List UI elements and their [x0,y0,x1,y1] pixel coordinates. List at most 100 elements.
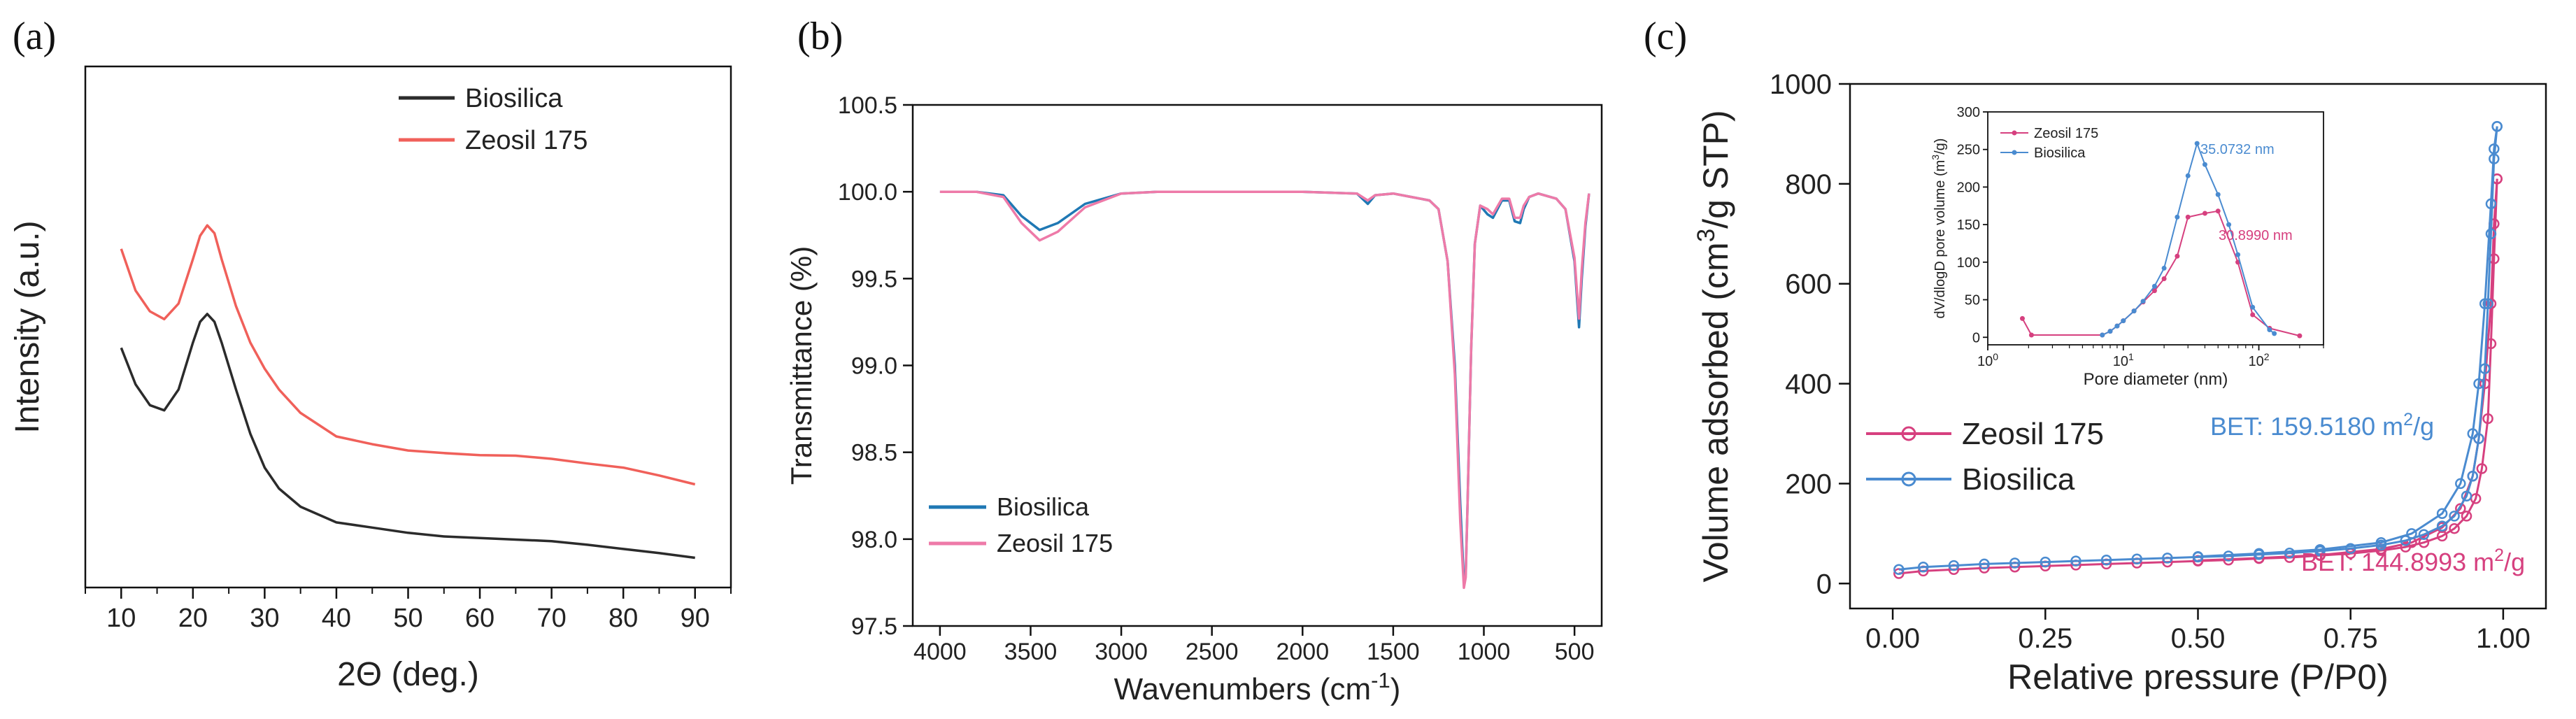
data-point [2028,332,2034,338]
y-axis-label: dV/dlogD pore volume (m3/g) [1930,138,1948,319]
x-tick-label: 100 [1977,351,1998,369]
data-point [2223,550,2234,562]
panel-a: 10 20 30 40 50 60 70 80 90 2Θ (deg.) Intensity (a.… [9,65,732,693]
legend-marker [1901,471,1916,487]
data-point [2131,553,2142,565]
y-tick-label: 0 [1972,330,1980,346]
data-point [2009,557,2021,569]
x-axis-label: Wavenumbers (cm-1) [1114,668,1401,707]
data-point [2175,214,2180,220]
data-point [1979,558,1990,570]
data-point [2482,298,2493,310]
inset-frame [1987,111,2324,346]
data-point [2070,555,2082,567]
panel-label-b: (b) [797,15,843,58]
y-tick-label: 800 [1785,169,1832,200]
x-tick-label: 10 [106,604,136,633]
y-tick-label: 250 [1957,143,1980,158]
plot-frame [84,65,732,589]
panel-c: 0.00 0.25 0.50 0.75 1.0002004006008001000Rel… [1693,69,2547,697]
x-axis-label: Pore diameter (nm) [2084,370,2228,389]
data-point [2479,363,2491,374]
data-point [2461,511,2472,522]
data-point [2449,511,2460,522]
x-tick-label: 500 [1555,639,1595,665]
data-point [2449,522,2460,534]
data-point [2489,153,2500,164]
x-tick-label: 4000 [913,639,967,665]
legend-label: Biosilica [465,84,563,113]
data-point [2467,428,2479,439]
data-point [2250,312,2256,318]
y-tick-label: 200 [1957,180,1980,195]
legend-label: Zeosil 175 [2034,126,2098,141]
x-tick-label: 1500 [1367,639,1420,665]
series-line-biosilica [120,313,695,560]
x-tick-label: 1.00 [2476,623,2531,654]
data-point [2192,550,2204,562]
data-point [2485,198,2497,210]
data-point [2151,288,2157,294]
legend-marker [2012,150,2017,155]
y-tick-label: 0 [1816,569,1832,599]
data-point [2473,378,2484,390]
y-tick-label: 1000 [1770,69,1832,100]
data-point [2418,536,2430,548]
data-point [2040,556,2051,568]
x-tick-label: 1000 [1458,639,1511,665]
data-point [2202,162,2207,167]
data-point [2140,299,2146,304]
y-tick-label: 50 [1965,293,1980,308]
data-point [2131,308,2137,314]
data-point [2235,252,2241,257]
data-point [2215,208,2221,214]
data-point [2254,548,2265,560]
panel-c-inset: 100 101 102 0 50 100 150 200 250 300 Pore diameter… [1930,105,2324,389]
series-line-biosilica [939,190,1591,584]
data-point [2175,253,2180,259]
data-point [2284,547,2296,559]
x-tick-label: 3000 [1095,639,1148,665]
data-point [2418,529,2430,541]
y-tick-label: 600 [1785,269,1832,300]
series-line-zeosil-175 [120,224,696,486]
data-point [2314,543,2326,555]
legend-label: Biosilica [997,492,1090,521]
panel-label-c: (c) [1644,15,1687,58]
y-axis-label: Intensity (a.u.) [9,220,46,433]
y-tick-label: 200 [1785,469,1832,499]
legend-marker [2012,130,2017,136]
data-point [2194,141,2200,146]
data-point [2114,323,2120,329]
data-point [2226,222,2232,227]
x-tick-label: 102 [2249,351,2270,369]
data-point [2202,211,2207,216]
panel-b: 4000 3500 3000 2500 2000 1500 1000 500 97.5 98.0 9… [785,92,1603,707]
data-point [2375,536,2387,548]
data-point [2491,120,2503,132]
data-point [2400,535,2412,546]
data-point [1917,561,1929,573]
x-tick-label: 101 [2113,351,2134,369]
x-axis-label: Relative pressure (P/P0) [2007,657,2389,697]
y-tick-label: 99.5 [851,266,897,292]
y-tick-label: 150 [1957,218,1980,233]
y-tick-label: 100.0 [838,179,897,206]
data-point [2161,265,2167,271]
data-point [2461,490,2472,502]
y-tick-label: 100 [1957,255,1980,271]
y-tick-label: 300 [1957,105,1980,120]
bet-annotation-biosilica: BET: 159.5180 m2/g [2210,410,2434,441]
x-tick-label: 20 [178,604,208,633]
data-point [2455,478,2466,490]
legend-label: Zeosil 175 [1962,417,2104,451]
y-tick-label: 97.5 [851,613,897,640]
data-point [2485,298,2497,310]
x-tick-label: 90 [681,604,710,633]
x-tick-label: 2000 [1276,639,1329,665]
data-point [2436,508,2448,520]
data-point [2297,333,2303,339]
x-tick-label: 40 [322,604,351,633]
legend-label: Zeosil 175 [465,126,588,155]
